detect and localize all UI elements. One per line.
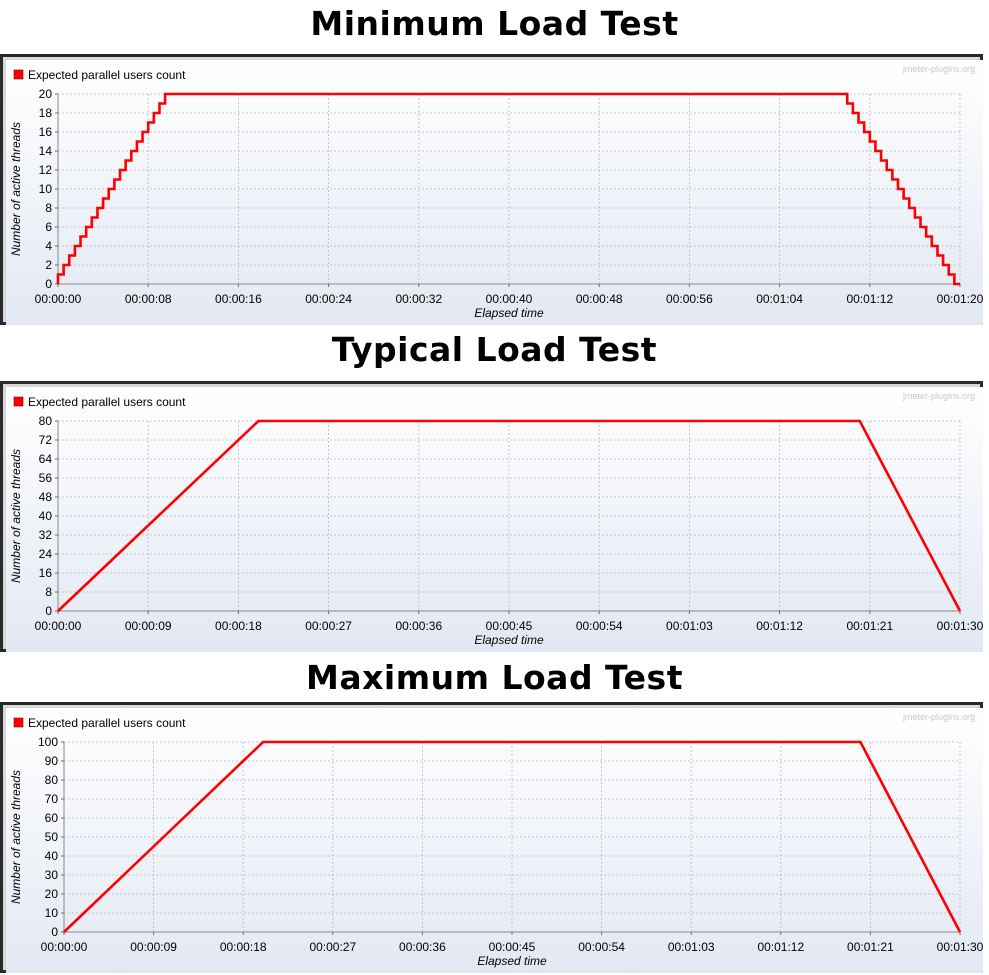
y-tick-label: 20 xyxy=(39,87,53,101)
legend-label: Expected parallel users count xyxy=(28,68,186,82)
y-tick-label: 2 xyxy=(45,258,52,272)
x-tick-label: 00:00:16 xyxy=(215,292,262,306)
chart-heading: Typical Load Test xyxy=(331,330,658,369)
x-tick-label: 00:00:56 xyxy=(666,292,713,306)
chart-background xyxy=(6,60,983,325)
x-tick-label: 00:01:12 xyxy=(846,292,893,306)
x-tick-label: 00:01:12 xyxy=(756,619,803,633)
y-tick-label: 8 xyxy=(45,201,52,215)
x-tick-label: 00:00:27 xyxy=(305,619,352,633)
x-tick-label: 00:00:36 xyxy=(399,940,446,954)
x-tick-label: 00:00:00 xyxy=(35,292,82,306)
chart-background xyxy=(6,708,983,973)
chart-minimum-load: Expected parallel users count jmeter-plug… xyxy=(6,60,983,325)
y-tick-label: 50 xyxy=(45,830,59,844)
x-tick-label: 00:00:54 xyxy=(576,619,623,633)
x-tick-label: 00:00:00 xyxy=(41,940,88,954)
y-tick-label: 30 xyxy=(45,868,59,882)
y-tick-label: 80 xyxy=(45,773,59,787)
x-tick-label: 00:00:00 xyxy=(35,619,82,633)
x-tick-label: 00:00:09 xyxy=(125,619,172,633)
chart-frame: Expected parallel users count jmeter-plug… xyxy=(0,54,983,325)
y-tick-label: 70 xyxy=(45,792,59,806)
x-tick-label: 00:01:30 xyxy=(937,619,983,633)
y-tick-label: 32 xyxy=(39,528,53,542)
y-tick-label: 60 xyxy=(45,811,59,825)
series-line xyxy=(63,740,962,933)
legend-label: Expected parallel users count xyxy=(28,716,186,730)
watermark: jmeter-plugins.org xyxy=(902,64,975,74)
x-tick-label: 00:00:24 xyxy=(305,292,352,306)
x-tick-label: 00:00:27 xyxy=(309,940,356,954)
series-line xyxy=(56,92,960,286)
y-tick-label: 12 xyxy=(39,163,53,177)
y-tick-label: 10 xyxy=(45,906,59,920)
chart-background xyxy=(6,387,983,652)
x-tick-label: 00:01:30 xyxy=(937,940,983,954)
y-tick-label: 16 xyxy=(39,125,53,139)
y-tick-label: 20 xyxy=(45,887,59,901)
chart-frame: Expected parallel users count jmeter-plug… xyxy=(0,381,983,652)
y-tick-label: 16 xyxy=(39,566,53,580)
y-axis-title: Number of active threads xyxy=(9,449,23,583)
chart-maximum-load: Expected parallel users count jmeter-plug… xyxy=(6,708,983,973)
legend-swatch xyxy=(13,69,24,80)
chart-frame: Expected parallel users count jmeter-plug… xyxy=(0,702,983,973)
x-axis-title: Elapsed time xyxy=(474,633,544,647)
x-tick-label: 00:00:54 xyxy=(578,940,625,954)
y-tick-label: 0 xyxy=(51,925,58,939)
legend-swatch xyxy=(13,396,24,407)
legend-swatch xyxy=(13,717,24,728)
y-axis-title: Number of active threads xyxy=(9,770,23,904)
y-tick-label: 48 xyxy=(39,490,53,504)
y-tick-label: 10 xyxy=(39,182,53,196)
y-tick-label: 90 xyxy=(45,754,59,768)
chart-heading: Maximum Load Test xyxy=(306,658,683,697)
x-tick-label: 00:01:12 xyxy=(757,940,804,954)
y-tick-label: 0 xyxy=(45,604,52,618)
x-tick-label: 00:01:04 xyxy=(756,292,803,306)
y-tick-label: 24 xyxy=(39,547,53,561)
y-tick-label: 18 xyxy=(39,106,53,120)
x-tick-label: 00:01:03 xyxy=(666,619,713,633)
watermark: jmeter-plugins.org xyxy=(902,712,975,722)
y-tick-label: 8 xyxy=(45,585,52,599)
y-tick-label: 6 xyxy=(45,220,52,234)
y-tick-label: 56 xyxy=(39,471,53,485)
x-tick-label: 00:00:45 xyxy=(489,940,536,954)
y-tick-label: 40 xyxy=(45,849,59,863)
y-tick-label: 64 xyxy=(39,452,53,466)
x-axis-title: Elapsed time xyxy=(477,954,547,968)
y-tick-label: 100 xyxy=(38,735,58,749)
x-tick-label: 00:00:32 xyxy=(395,292,442,306)
y-tick-label: 40 xyxy=(39,509,53,523)
x-tick-label: 00:00:36 xyxy=(395,619,442,633)
y-axis-title: Number of active threads xyxy=(9,122,23,256)
series-line xyxy=(57,419,962,612)
x-tick-label: 00:00:18 xyxy=(215,619,262,633)
x-axis-title: Elapsed time xyxy=(474,306,544,320)
y-tick-label: 14 xyxy=(39,144,53,158)
y-tick-label: 0 xyxy=(45,277,52,291)
x-tick-label: 00:01:21 xyxy=(846,619,893,633)
chart-typical-load: Expected parallel users count jmeter-plug… xyxy=(6,387,983,652)
x-tick-label: 00:00:18 xyxy=(220,940,267,954)
y-tick-label: 80 xyxy=(39,414,53,428)
x-tick-label: 00:01:20 xyxy=(937,292,983,306)
y-tick-label: 72 xyxy=(39,433,53,447)
x-tick-label: 00:00:40 xyxy=(486,292,533,306)
x-tick-label: 00:01:03 xyxy=(668,940,715,954)
x-tick-label: 00:00:48 xyxy=(576,292,623,306)
y-tick-label: 4 xyxy=(45,239,52,253)
x-tick-label: 00:01:21 xyxy=(847,940,894,954)
watermark: jmeter-plugins.org xyxy=(902,391,975,401)
x-tick-label: 00:00:45 xyxy=(486,619,533,633)
x-tick-label: 00:00:08 xyxy=(125,292,172,306)
x-tick-label: 00:00:09 xyxy=(130,940,177,954)
chart-heading: Minimum Load Test xyxy=(310,4,679,43)
legend-label: Expected parallel users count xyxy=(28,395,186,409)
